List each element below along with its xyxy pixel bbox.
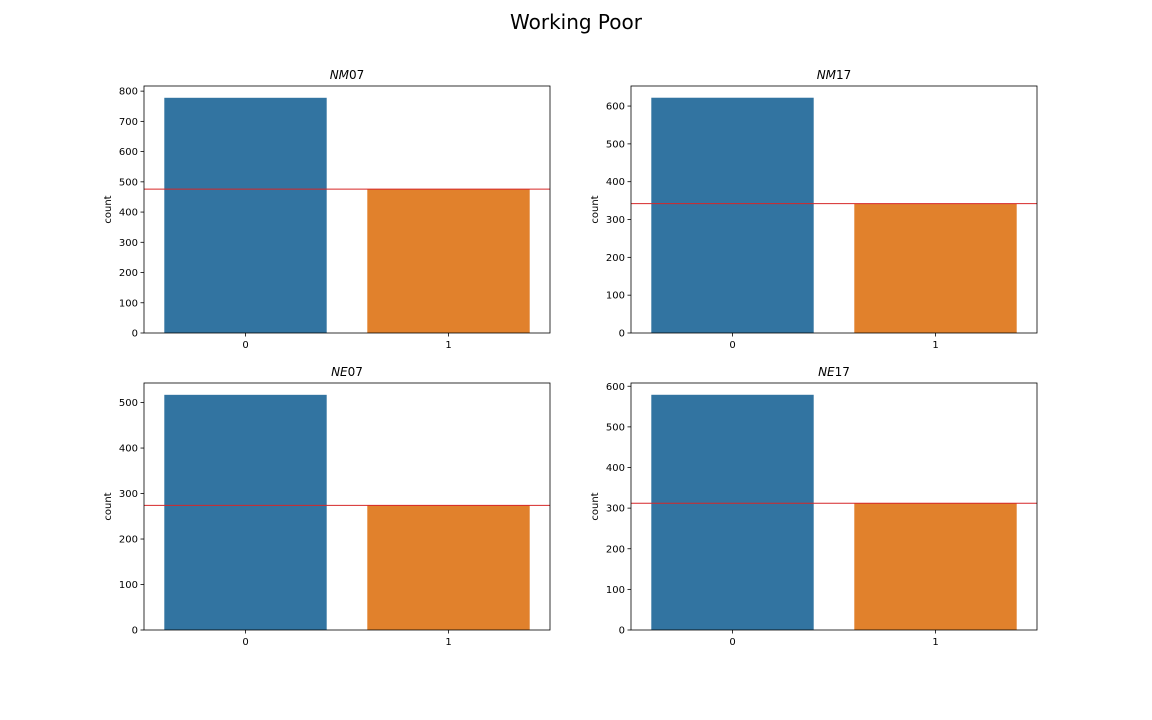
subplot-2: 0 100 200 300 400 500 0 1 count NE07	[103, 365, 551, 648]
x-tick-label: 0	[729, 340, 735, 351]
axes-frame	[630, 85, 1038, 334]
y-tick-label: 200	[119, 268, 138, 279]
y-tick-label: 600	[606, 382, 625, 393]
y-tick-label: 300	[119, 238, 138, 249]
subplot-1: 0 100 200 300 400 500 600 0 1 count NM17	[590, 68, 1038, 351]
y-tick-label: 800	[119, 87, 138, 98]
subplot-title: NE07	[331, 365, 363, 379]
x-tick-label: 0	[729, 637, 735, 648]
subplot-title: NE17	[818, 365, 850, 379]
y-axis-label: count	[590, 492, 601, 520]
y-tick-label: 500	[119, 177, 138, 188]
subplot-0: 0 100 200 300 400 500 600 700 800 0 1 count NM07	[103, 68, 551, 351]
y-tick-label: 400	[119, 444, 138, 455]
y-tick-label: 600	[119, 147, 138, 158]
y-tick-label: 100	[606, 585, 625, 596]
y-tick-label: 100	[119, 298, 138, 309]
y-tick-label: 600	[606, 102, 625, 113]
y-axis-label: count	[590, 195, 601, 223]
x-tick-label: 1	[445, 340, 451, 351]
x-tick-label: 0	[242, 637, 248, 648]
x-tick-label: 1	[932, 637, 938, 648]
bar-0	[651, 97, 814, 333]
x-tick-label: 0	[242, 340, 248, 351]
bar-0	[651, 394, 814, 630]
y-tick-label: 500	[119, 398, 138, 409]
y-tick-label: 0	[132, 329, 138, 340]
bar-1	[367, 189, 530, 333]
x-tick-label: 1	[445, 637, 451, 648]
bar-1	[854, 203, 1017, 333]
y-tick-label: 700	[119, 117, 138, 128]
y-tick-label: 200	[606, 253, 625, 264]
axes-frame	[143, 382, 551, 631]
axes-frame	[630, 382, 1038, 631]
y-axis-label: count	[103, 492, 114, 520]
y-tick-label: 400	[606, 177, 625, 188]
subplot-3: 0 100 200 300 400 500 600 0 1 count NE17	[590, 365, 1038, 648]
bar-0	[164, 394, 327, 630]
y-tick-label: 100	[606, 291, 625, 302]
y-tick-label: 100	[119, 580, 138, 591]
bar-1	[854, 503, 1017, 630]
y-tick-label: 200	[119, 535, 138, 546]
subplot-title: NM07	[330, 68, 365, 82]
y-tick-label: 0	[619, 329, 625, 340]
bar-0	[164, 97, 327, 333]
y-tick-label: 0	[619, 626, 625, 637]
y-tick-label: 300	[606, 215, 625, 226]
y-tick-label: 400	[119, 208, 138, 219]
figure-title: Working Poor	[510, 10, 643, 34]
y-tick-label: 0	[132, 626, 138, 637]
x-tick-label: 1	[932, 340, 938, 351]
subplot-title: NM17	[817, 68, 852, 82]
y-tick-label: 200	[606, 544, 625, 555]
y-axis-label: count	[103, 195, 114, 223]
y-tick-label: 300	[119, 489, 138, 500]
y-tick-label: 500	[606, 139, 625, 150]
y-tick-label: 500	[606, 422, 625, 433]
axes-frame	[143, 85, 551, 334]
bar-1	[367, 505, 530, 630]
y-tick-label: 400	[606, 463, 625, 474]
y-tick-label: 300	[606, 504, 625, 515]
